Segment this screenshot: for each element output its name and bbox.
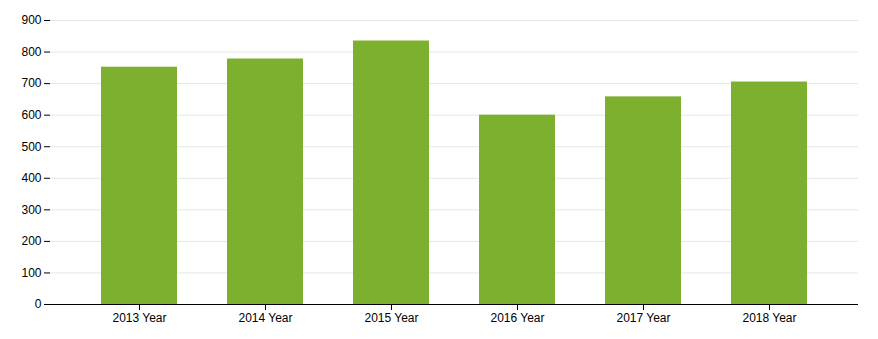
svg-text:2018 Year: 2018 Year (742, 311, 796, 325)
svg-text:300: 300 (21, 203, 41, 217)
svg-text:200: 200 (21, 234, 41, 248)
svg-text:2015 Year: 2015 Year (364, 311, 418, 325)
svg-text:2013 Year: 2013 Year (112, 311, 166, 325)
svg-text:700: 700 (21, 76, 41, 90)
svg-text:500: 500 (21, 140, 41, 154)
svg-text:800: 800 (21, 45, 41, 59)
svg-text:2016 Year: 2016 Year (490, 311, 544, 325)
svg-text:2014 Year: 2014 Year (238, 311, 292, 325)
svg-text:0: 0 (35, 297, 42, 311)
svg-text:900: 900 (21, 13, 41, 27)
svg-text:600: 600 (21, 108, 41, 122)
svg-text:400: 400 (21, 171, 41, 185)
svg-text:100: 100 (21, 266, 41, 280)
svg-text:2017 Year: 2017 Year (616, 311, 670, 325)
